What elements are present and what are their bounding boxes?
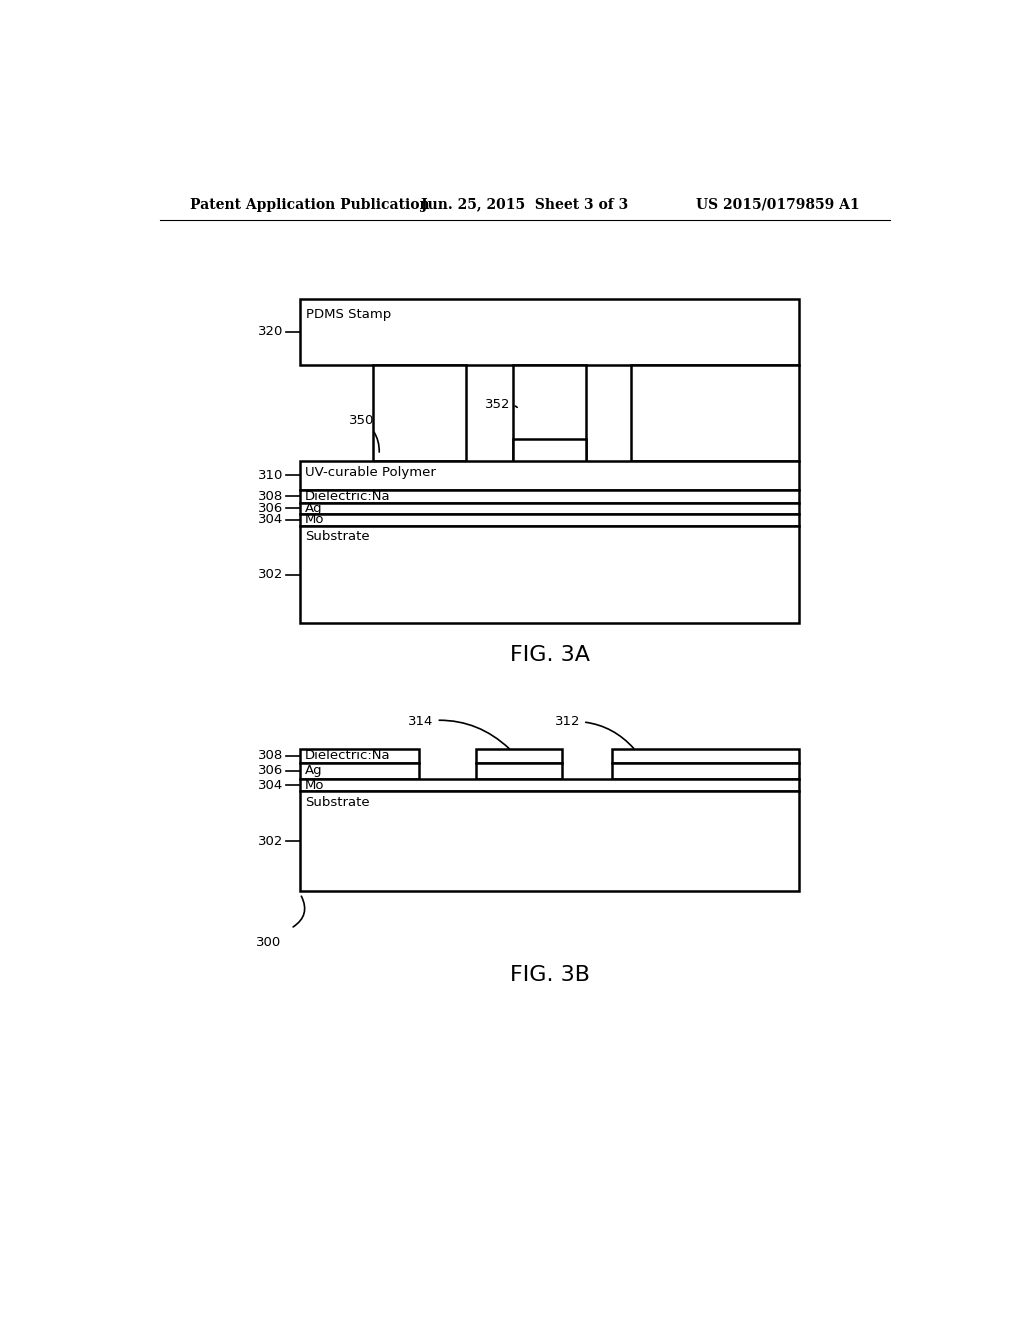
Bar — [300, 503, 799, 513]
Bar — [476, 748, 562, 763]
Text: 312: 312 — [555, 715, 634, 748]
Bar — [300, 525, 799, 623]
Bar — [300, 763, 420, 779]
Bar — [300, 298, 799, 364]
Text: Ag: Ag — [305, 502, 323, 515]
Text: 308: 308 — [258, 490, 283, 503]
Text: Dielectric:Na: Dielectric:Na — [305, 490, 390, 503]
Bar — [300, 515, 799, 525]
Text: FIG. 3B: FIG. 3B — [510, 965, 590, 985]
Text: 306: 306 — [258, 502, 283, 515]
Bar — [513, 438, 586, 471]
Bar — [612, 748, 799, 763]
Text: FIG. 3A: FIG. 3A — [510, 645, 590, 665]
Text: Substrate: Substrate — [305, 796, 370, 809]
Bar — [300, 748, 420, 763]
Text: Substrate: Substrate — [305, 531, 370, 544]
Text: 350: 350 — [349, 413, 379, 451]
Bar — [631, 364, 799, 461]
Text: US 2015/0179859 A1: US 2015/0179859 A1 — [696, 198, 859, 211]
Text: Ag: Ag — [305, 764, 323, 777]
Text: Patent Application Publication: Patent Application Publication — [190, 198, 430, 211]
Text: 308: 308 — [258, 750, 283, 763]
Bar — [373, 364, 466, 461]
Text: PDMS Stamp: PDMS Stamp — [306, 308, 391, 321]
Text: 300: 300 — [256, 936, 282, 949]
Text: 314: 314 — [409, 715, 509, 748]
Bar — [300, 490, 799, 503]
Bar — [612, 763, 799, 779]
Text: Mo: Mo — [305, 779, 325, 792]
Text: Jun. 25, 2015  Sheet 3 of 3: Jun. 25, 2015 Sheet 3 of 3 — [421, 198, 629, 211]
Text: Mo: Mo — [305, 513, 325, 527]
Text: 306: 306 — [258, 764, 283, 777]
Bar — [300, 779, 799, 792]
Bar — [300, 792, 799, 891]
Bar — [300, 461, 799, 490]
Text: 352: 352 — [484, 399, 517, 412]
Text: 320: 320 — [258, 325, 283, 338]
Text: 304: 304 — [258, 513, 283, 527]
Text: 304: 304 — [258, 779, 283, 792]
Bar — [513, 364, 586, 471]
Text: 302: 302 — [258, 834, 283, 847]
Text: 302: 302 — [258, 568, 283, 581]
Bar — [476, 763, 562, 779]
Text: 310: 310 — [258, 469, 283, 482]
Text: UV-curable Polymer: UV-curable Polymer — [305, 466, 435, 479]
Text: Dielectric:Na: Dielectric:Na — [305, 750, 390, 763]
